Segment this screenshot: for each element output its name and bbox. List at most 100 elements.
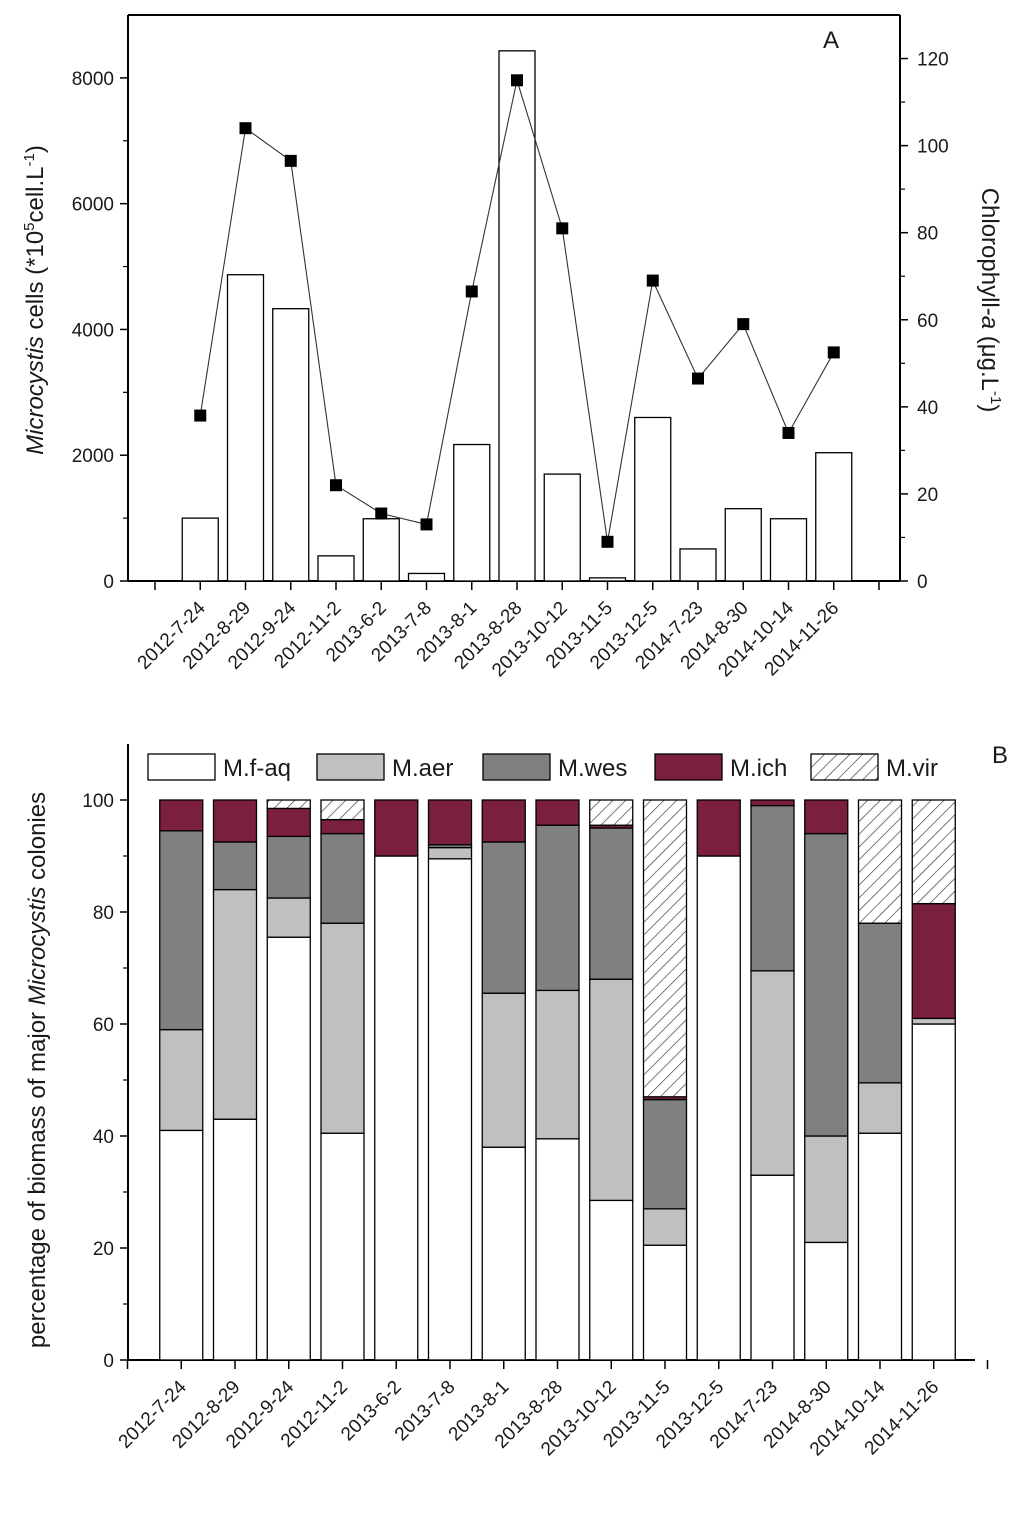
- stack-mich-2013-8-1: [481, 799, 526, 843]
- legend-label-mwes: M.wes: [558, 755, 627, 782]
- stack-mwes-2012-8-29: [212, 841, 258, 891]
- y-b-tick-label-80: 80: [93, 903, 114, 924]
- cells-bar-2014-11-26: [815, 452, 853, 582]
- y-right-tick-label-120: 120: [917, 50, 949, 71]
- stack-mfaq-2014-11-26: [911, 1023, 956, 1361]
- y-right-tick-label-20: 20: [917, 485, 938, 506]
- stack-mich-2014-8-30: [804, 799, 849, 835]
- chlorophyll-point-2013-6-2: [375, 507, 388, 520]
- stack-mich-2013-7-8: [427, 799, 473, 846]
- stack-maer-2014-10-14: [857, 1082, 903, 1134]
- stack-mfaq-2014-7-23: [750, 1174, 795, 1361]
- panel-a-y-left-title: Microcystis cells (*105cell.L-1): [21, 145, 49, 455]
- chlorophyll-point-2013-12-5: [646, 274, 659, 287]
- panel-b-legend: M.f-aq M.aer M.wes M.ich M.vir: [147, 753, 938, 782]
- y-right-tick-label-60: 60: [917, 311, 938, 332]
- y-b-tick-label-60: 60: [93, 1015, 114, 1036]
- stack-maer-2013-8-1: [481, 992, 526, 1148]
- stack-maer-2013-7-8: [427, 846, 473, 860]
- y-left-italic: Microcystis: [22, 336, 49, 455]
- chlorophyll-point-2014-8-30: [737, 318, 750, 331]
- chlorophyll-point-2014-10-14: [782, 426, 795, 439]
- stack-mvir-2014-10-14: [857, 799, 903, 924]
- stack-mfaq-2014-10-14: [857, 1132, 903, 1361]
- chlorophyll-point-2012-11-2: [330, 479, 342, 492]
- stack-mfaq-2012-11-2: [320, 1132, 365, 1361]
- stack-mfaq-2013-12-5: [696, 855, 741, 1361]
- stack-mwes-2013-11-5: [642, 1098, 688, 1210]
- stack-mfaq-2013-7-8: [427, 858, 473, 1361]
- stack-mfaq-2013-8-1: [481, 1146, 526, 1361]
- stack-mvir-2012-11-2: [320, 799, 365, 821]
- cells-bar-2013-7-8: [407, 572, 446, 582]
- y-right-tick-label-0: 0: [917, 572, 928, 593]
- y-right-rest: (μg.L: [976, 329, 1003, 391]
- y-b-pre: percentage of biomass of major: [24, 1005, 51, 1348]
- chlorophyll-point-2013-10-12: [556, 222, 569, 235]
- stack-mwes-2013-10-12: [589, 827, 634, 980]
- y-left-sup2: -1: [21, 153, 38, 166]
- y-right-pre: Chlorophyll-: [976, 188, 1003, 316]
- y-b-tick-label-0: 0: [103, 1351, 114, 1372]
- y-left-close: ): [22, 145, 49, 153]
- chlorophyll-point-2013-11-5: [601, 535, 614, 548]
- legend-swatch-mfaq: [147, 753, 216, 781]
- stack-mwes-2013-8-28: [535, 824, 580, 992]
- stack-mfaq-2013-8-28: [535, 1138, 580, 1361]
- legend-label-mvir: M.vir: [886, 755, 938, 782]
- chlorophyll-point-2014-7-23: [692, 372, 704, 385]
- stack-mwes-2012-9-24: [266, 835, 311, 899]
- stack-maer-2014-7-23: [750, 970, 795, 1176]
- panel-b-y-title: percentage of biomass of major Microcyst…: [24, 792, 51, 1348]
- stack-maer-2014-11-26: [911, 1017, 956, 1025]
- stack-mich-2014-11-26: [911, 902, 956, 1020]
- chlorophyll-point-2012-8-29: [239, 122, 252, 135]
- cells-bar-2013-10-12: [543, 473, 581, 582]
- stack-maer-2013-10-12: [589, 978, 634, 1202]
- y-left-tick-label-4000: 4000: [72, 320, 114, 341]
- cells-bar-2014-10-14: [769, 518, 808, 582]
- stack-maer-2012-9-24: [266, 897, 311, 938]
- chlorophyll-point-2014-11-26: [827, 346, 840, 359]
- legend-swatch-mvir: [810, 753, 879, 781]
- stack-maer-2012-11-2: [320, 922, 365, 1134]
- y-b-tick-label-100: 100: [82, 791, 114, 812]
- chlorophyll-point-2012-9-24: [284, 154, 297, 167]
- legend-swatch-mich: [654, 753, 723, 781]
- stack-maer-2012-8-29: [212, 888, 258, 1120]
- y-left-rest: cells (*10: [22, 231, 49, 336]
- stack-mfaq-2012-9-24: [266, 936, 311, 1361]
- stack-mwes-2014-7-23: [750, 804, 795, 972]
- stack-mich-2013-12-5: [696, 799, 741, 857]
- y-b-tick-label-40: 40: [93, 1127, 114, 1148]
- stack-mwes-2013-8-1: [481, 841, 526, 994]
- chlorophyll-point-2013-8-1: [465, 285, 478, 298]
- legend-label-maer: M.aer: [392, 755, 453, 782]
- cells-bar-2012-7-24: [181, 517, 219, 582]
- y-left-tick-label-6000: 6000: [72, 195, 114, 216]
- stack-mfaq-2013-6-2: [374, 855, 419, 1361]
- cells-bar-2012-9-24: [272, 308, 310, 582]
- stack-mich-2012-11-2: [320, 818, 365, 835]
- cells-bar-2013-8-28: [498, 50, 536, 582]
- cells-bar-2013-12-5: [634, 416, 672, 582]
- stack-maer-2012-7-24: [159, 1028, 204, 1132]
- stack-mich-2013-8-28: [535, 799, 580, 826]
- y-left-tick-label-8000: 8000: [72, 69, 114, 90]
- y-b-post: colonies: [24, 792, 51, 887]
- y-left-tick-label-2000: 2000: [72, 446, 114, 467]
- cells-bar-2014-7-23: [679, 548, 717, 582]
- stack-mvir-2013-10-12: [589, 799, 634, 826]
- stack-mfaq-2014-8-30: [804, 1241, 849, 1361]
- cells-bar-2013-8-1: [453, 443, 491, 582]
- stack-maer-2014-8-30: [804, 1135, 849, 1244]
- cells-bar-2012-8-29: [226, 274, 265, 582]
- cells-bar-2012-11-2: [317, 555, 355, 582]
- y-right-tick-label-40: 40: [917, 398, 938, 419]
- y-b-italic: Microcystis: [24, 887, 51, 1006]
- stack-mich-2012-8-29: [212, 799, 258, 843]
- y-right-close: ): [976, 404, 1003, 412]
- stack-mwes-2014-10-14: [857, 922, 903, 1084]
